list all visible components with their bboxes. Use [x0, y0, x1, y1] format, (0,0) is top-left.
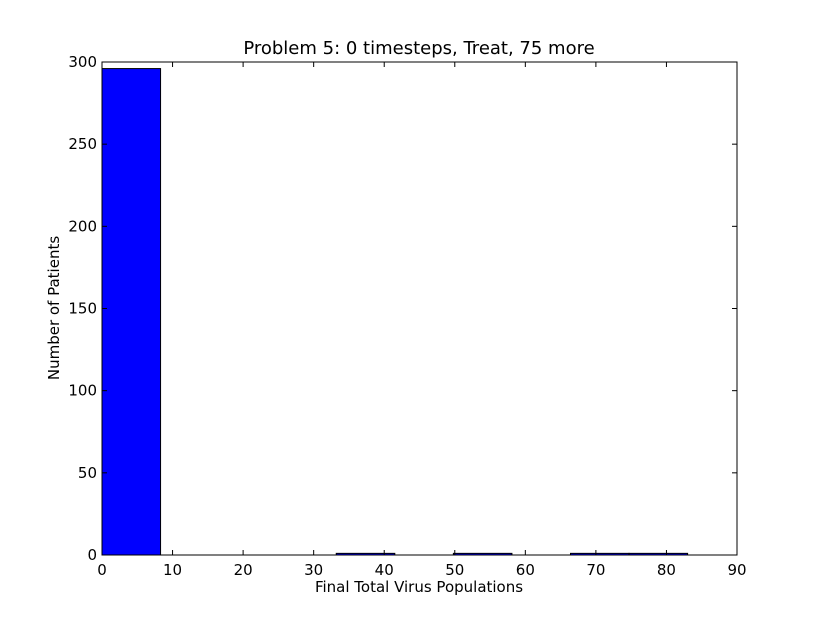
- x-tick-label-2: 20: [234, 561, 253, 579]
- y-tick-label-1: 50: [78, 464, 97, 482]
- x-tick-label-7: 70: [586, 561, 605, 579]
- bars: [101, 68, 689, 556]
- y-tick-label-4: 200: [68, 217, 97, 235]
- x-axis-label: Final Total Virus Populations: [315, 578, 523, 596]
- y-axis-label: Number of Patients: [45, 236, 63, 380]
- x-tick-label-8: 80: [657, 561, 676, 579]
- y-tick-label-5: 250: [68, 135, 97, 153]
- x-tick-label-5: 50: [445, 561, 464, 579]
- x-tick-label-0: 0: [97, 561, 107, 579]
- x-tick-label-9: 90: [727, 561, 746, 579]
- histogram-bar-0: [101, 68, 162, 556]
- x-tick-label-1: 10: [163, 561, 182, 579]
- chart-title: Problem 5: 0 timesteps, Treat, 75 more: [243, 38, 594, 59]
- x-axis-ticks: 0 10 20 30 40 50 60 70 80 90: [97, 62, 747, 579]
- x-tick-label-3: 30: [304, 561, 323, 579]
- plot-frame: [101, 61, 738, 556]
- y-tick-label-2: 100: [68, 382, 97, 400]
- y-tick-label-3: 150: [68, 300, 97, 318]
- x-tick-label-4: 40: [375, 561, 394, 579]
- x-tick-label-6: 60: [516, 561, 535, 579]
- y-axis-ticks: 0 50 100 150 200 250 300: [68, 53, 737, 564]
- y-tick-label-6: 300: [68, 53, 97, 71]
- y-tick-label-0: 0: [87, 546, 97, 564]
